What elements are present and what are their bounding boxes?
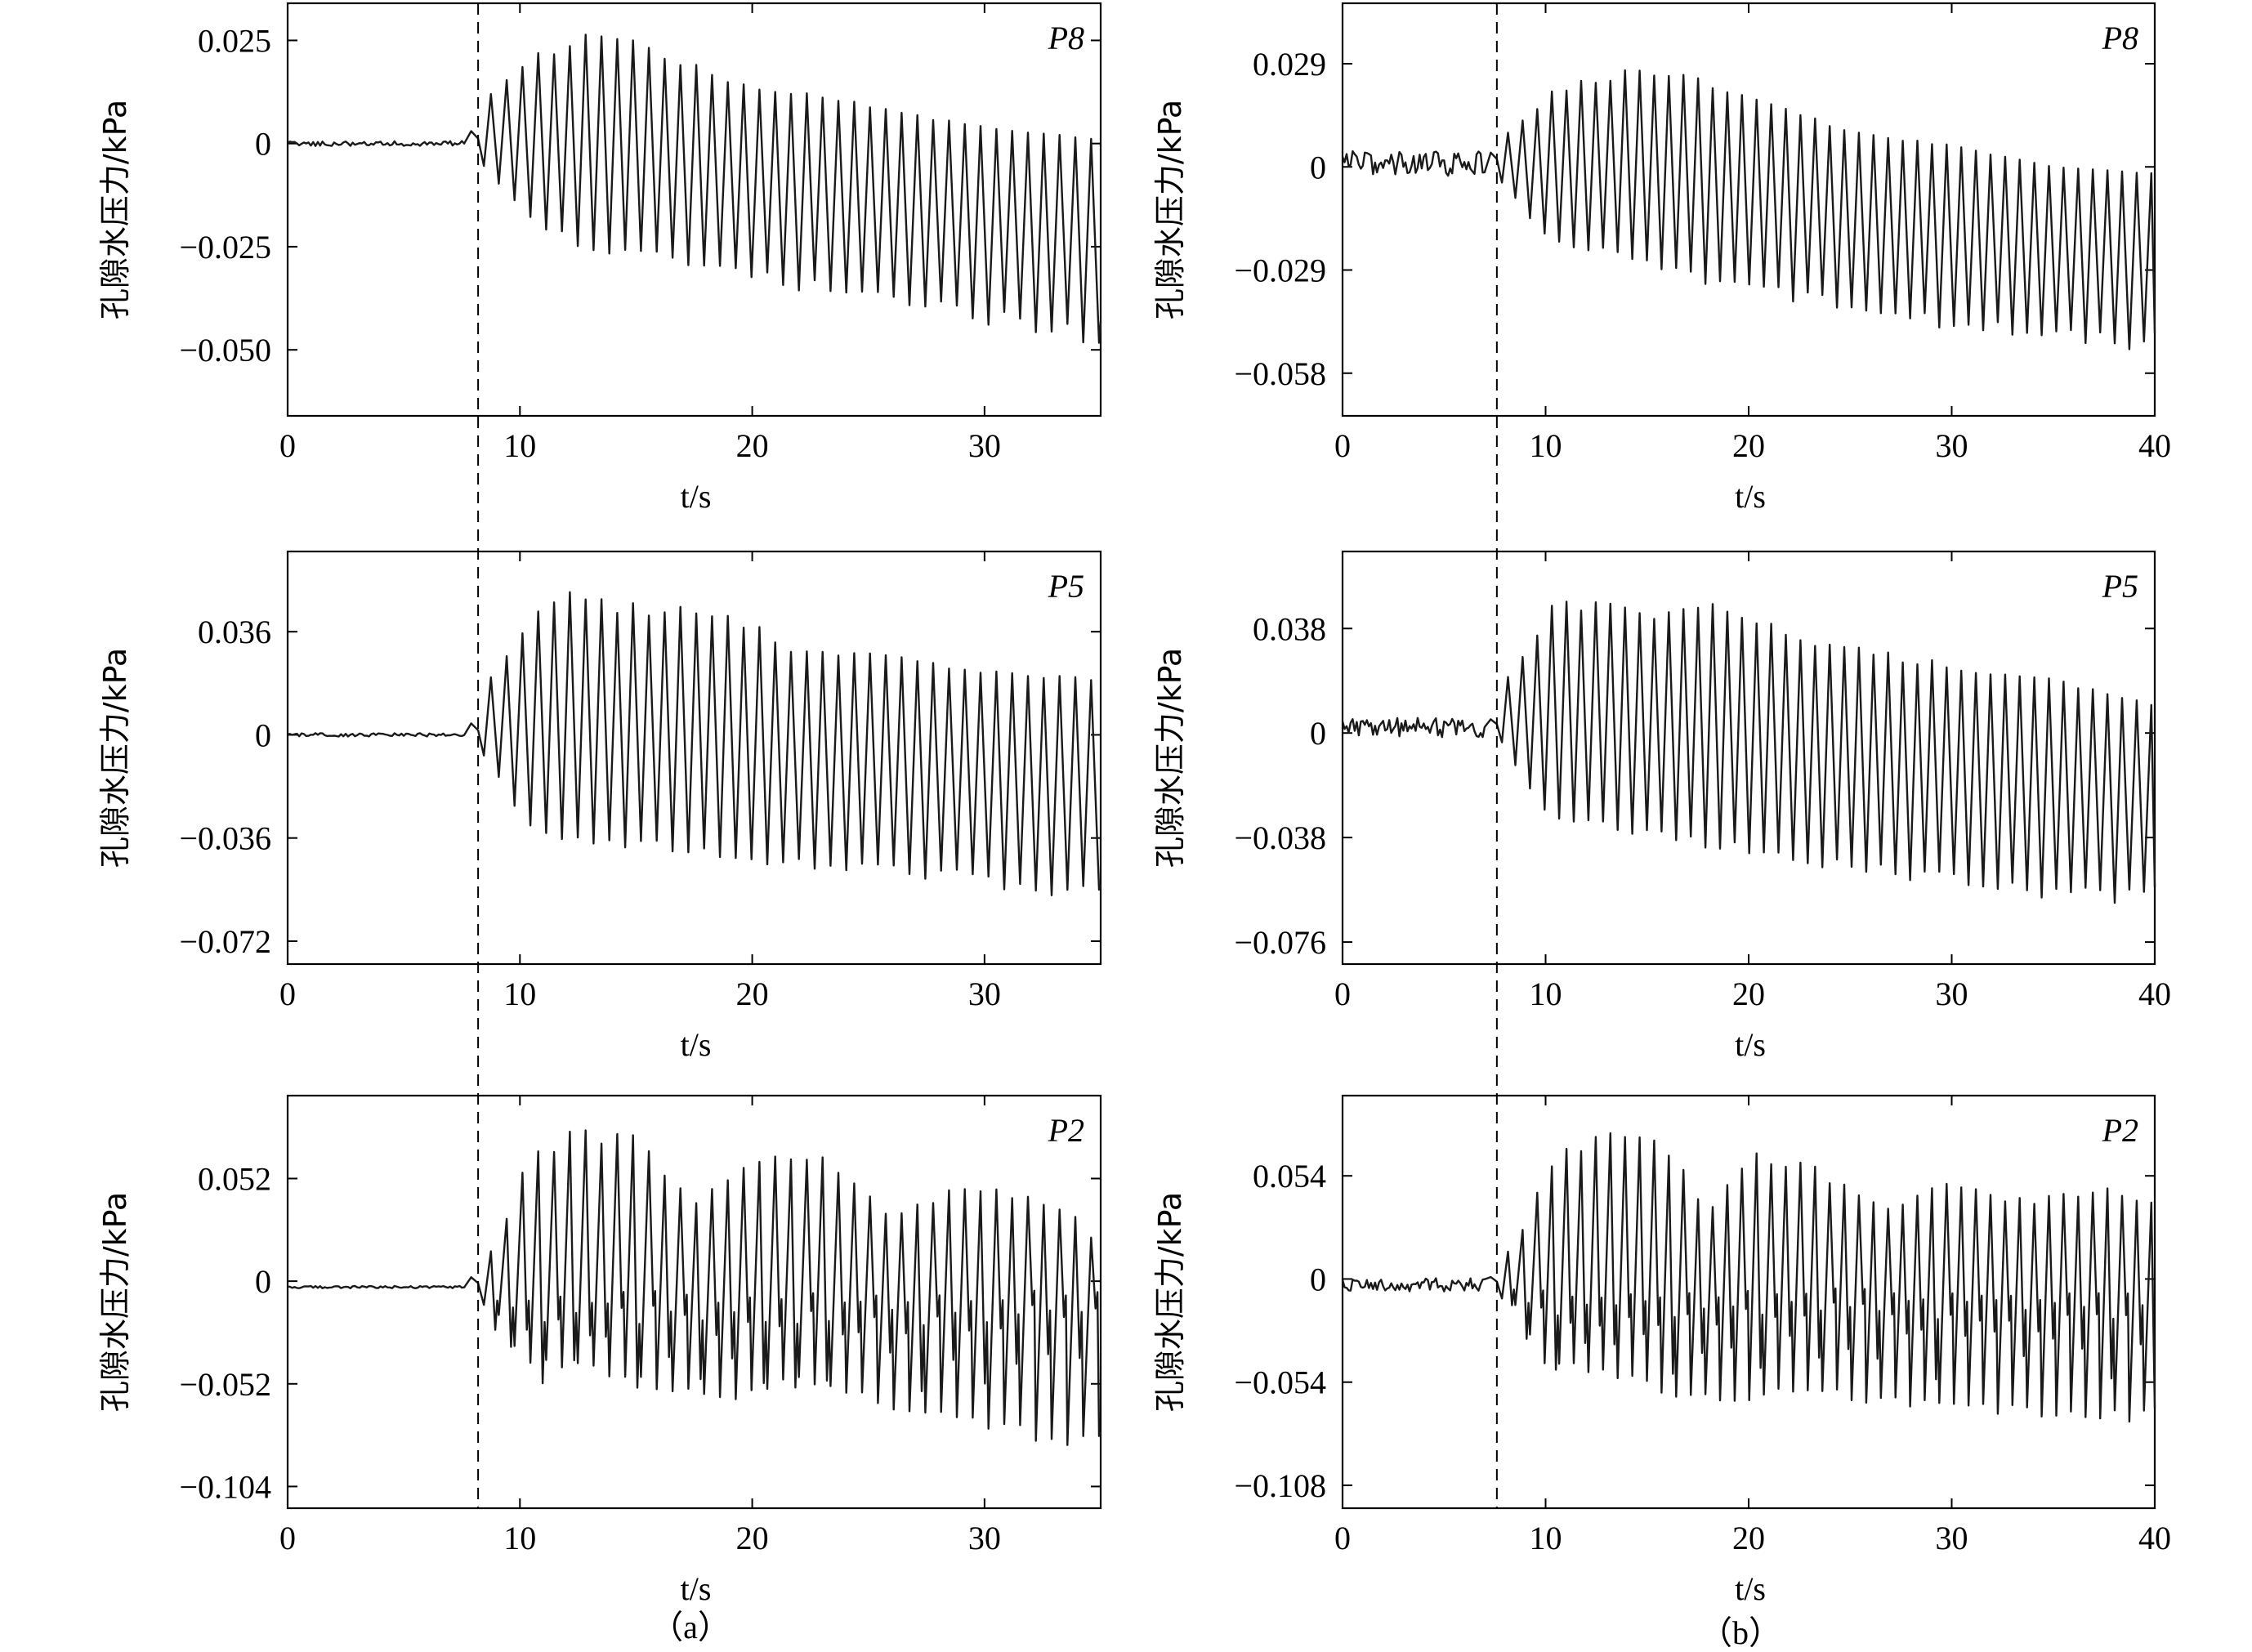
y-tick-label: 0.052	[198, 1160, 271, 1197]
y-tick-label: −0.108	[1234, 1467, 1326, 1504]
y-tick-label: −0.052	[179, 1366, 271, 1403]
x-tick-label: 0	[1334, 427, 1351, 464]
sensor-tag: P8	[1048, 20, 1084, 56]
pore-pressure-series	[1341, 1132, 2156, 1423]
y-tick-label: −0.058	[1234, 355, 1326, 392]
x-tick-label: 0	[1334, 976, 1351, 1012]
x-tick-label: 40	[2138, 427, 2171, 464]
y-tick-label: −0.076	[1234, 924, 1326, 961]
y-tick-label: 0.054	[1253, 1158, 1326, 1194]
pore-pressure-series	[1341, 601, 2156, 904]
panel-column-b: 0 10 20 30 40 0.029 0 −0.029 −0.058 t/s 孔隙水压力/kPa P…	[1152, 2, 2171, 1607]
y-tick-label: 0	[255, 126, 271, 163]
x-tick-label: 0	[1334, 1520, 1351, 1556]
x-tick-label: 10	[503, 976, 536, 1012]
x-tick-label: 10	[503, 1520, 536, 1556]
x-tick-label: 40	[2138, 976, 2171, 1012]
y-tick-label: −0.025	[179, 229, 271, 266]
x-tick-label: 40	[2138, 1520, 2171, 1556]
pore-pressure-series	[287, 591, 1102, 896]
x-tick-label: 30	[968, 427, 1001, 464]
plot-frame	[286, 2, 1102, 417]
x-axis-title: t/s	[681, 1026, 712, 1063]
x-tick-label: 20	[736, 1520, 769, 1556]
event-markers	[477, 3, 1498, 1508]
y-tick-label: 0	[1310, 1261, 1326, 1297]
y-axis-title: 孔隙水压力/kPa	[97, 1192, 133, 1412]
chart-a-p2: 0 10 20 30 0.052 0 −0.052 −0.104 t/s 孔隙水压力/kPa P2	[97, 1094, 1102, 1607]
panel-column-a: 0 10 20 300.0250−0.025−0.050t/s孔隙水压力/kPaP8 …	[97, 2, 1102, 1607]
x-tick-label: 30	[1936, 976, 1968, 1012]
y-axis-title: 孔隙水压力/kPa	[1152, 648, 1188, 868]
y-tick-label: −0.072	[179, 923, 271, 960]
sensor-tag: P5	[1048, 568, 1084, 605]
x-tick-label: 20	[1732, 976, 1765, 1012]
y-tick-label: −0.036	[179, 820, 271, 857]
sensor-tag: P2	[1048, 1112, 1084, 1149]
y-tick-label: 0	[255, 1263, 271, 1300]
x-tick-label: 20	[1732, 427, 1765, 464]
x-axis-title: t/s	[681, 1570, 712, 1607]
y-tick-label: 0	[1310, 715, 1326, 752]
x-tick-label: 30	[1936, 427, 1968, 464]
chart-a-p5: 0 10 20 30 0.036 0 −0.036 −0.072 t/s 孔隙水压力/kPa P5	[97, 550, 1102, 1063]
x-tick-label: 30	[1936, 1520, 1968, 1556]
chart-a-p8: 0 10 20 30 0.025 0 −0.025 −0.050 t/s 孔隙水压力/kPa P8	[97, 2, 1102, 515]
x-tick-label: 30	[968, 976, 1001, 1012]
y-tick-label: 0	[255, 717, 271, 753]
x-axis-title: t/s	[1735, 1026, 1766, 1063]
chart-b-p5: 0 10 20 30 40 0.038 0 −0.038 −0.076 t/s 孔隙水压力/kPa P…	[1152, 550, 2171, 1063]
y-axis-title: 孔隙水压力/kPa	[1152, 100, 1188, 319]
sensor-tag: P5	[2102, 568, 2138, 605]
pore-pressure-series	[287, 33, 1102, 344]
chart-b-p8: 0 10 20 30 40 0.029 0 −0.029 −0.058 t/s 孔隙水压力/kPa P…	[1152, 2, 2171, 515]
pore-pressure-series	[287, 1129, 1102, 1446]
plot-frame	[286, 550, 1102, 966]
y-axis-title: 孔隙水压力/kPa	[1152, 1192, 1188, 1412]
y-tick-label: 0.029	[1253, 46, 1326, 83]
y-tick-label: 0.038	[1253, 610, 1326, 647]
x-axis-title: t/s	[1735, 1570, 1766, 1607]
x-tick-label: 30	[968, 1520, 1001, 1556]
x-tick-label: 10	[1530, 427, 1562, 464]
caption-b: （b）	[1700, 1614, 1781, 1651]
y-tick-label: 0.036	[198, 614, 271, 650]
y-axis-title: 孔隙水压力/kPa	[97, 100, 133, 319]
plot-frame	[286, 1094, 1102, 1510]
y-tick-label: −0.104	[179, 1468, 271, 1505]
y-tick-label: −0.038	[1234, 819, 1326, 856]
y-axis-title: 孔隙水压力/kPa	[97, 648, 133, 868]
y-tick-label: −0.029	[1234, 252, 1326, 289]
x-axis-title: t/s	[681, 478, 712, 515]
x-tick-label: 20	[1732, 1520, 1765, 1556]
chart-b-p2: 0 10 20 30 40 0.054 0 −0.054 −0.108 t/s 孔隙水压力/kPa P…	[1152, 1094, 2171, 1607]
x-tick-label: 10	[503, 427, 536, 464]
x-tick-label: 0	[279, 976, 296, 1012]
y-tick-label: 0.025	[198, 22, 271, 59]
y-tick-label: −0.050	[179, 332, 271, 368]
pore-pressure-series	[1341, 69, 2156, 350]
sensor-tag: P8	[2102, 20, 2138, 56]
x-tick-label: 20	[736, 976, 769, 1012]
caption-a: （a）	[650, 1609, 731, 1645]
x-tick-label: 20	[736, 427, 769, 464]
x-tick-label: 0	[279, 1520, 296, 1556]
x-tick-label: 10	[1530, 976, 1562, 1012]
y-tick-label: −0.054	[1234, 1364, 1326, 1401]
y-tick-label: 0	[1310, 149, 1326, 185]
x-tick-label: 10	[1530, 1520, 1562, 1556]
x-axis-title: t/s	[1735, 478, 1766, 515]
plot-frame	[1341, 550, 2156, 966]
x-tick-label: 0	[279, 427, 296, 464]
sensor-tag: P2	[2102, 1112, 2138, 1149]
